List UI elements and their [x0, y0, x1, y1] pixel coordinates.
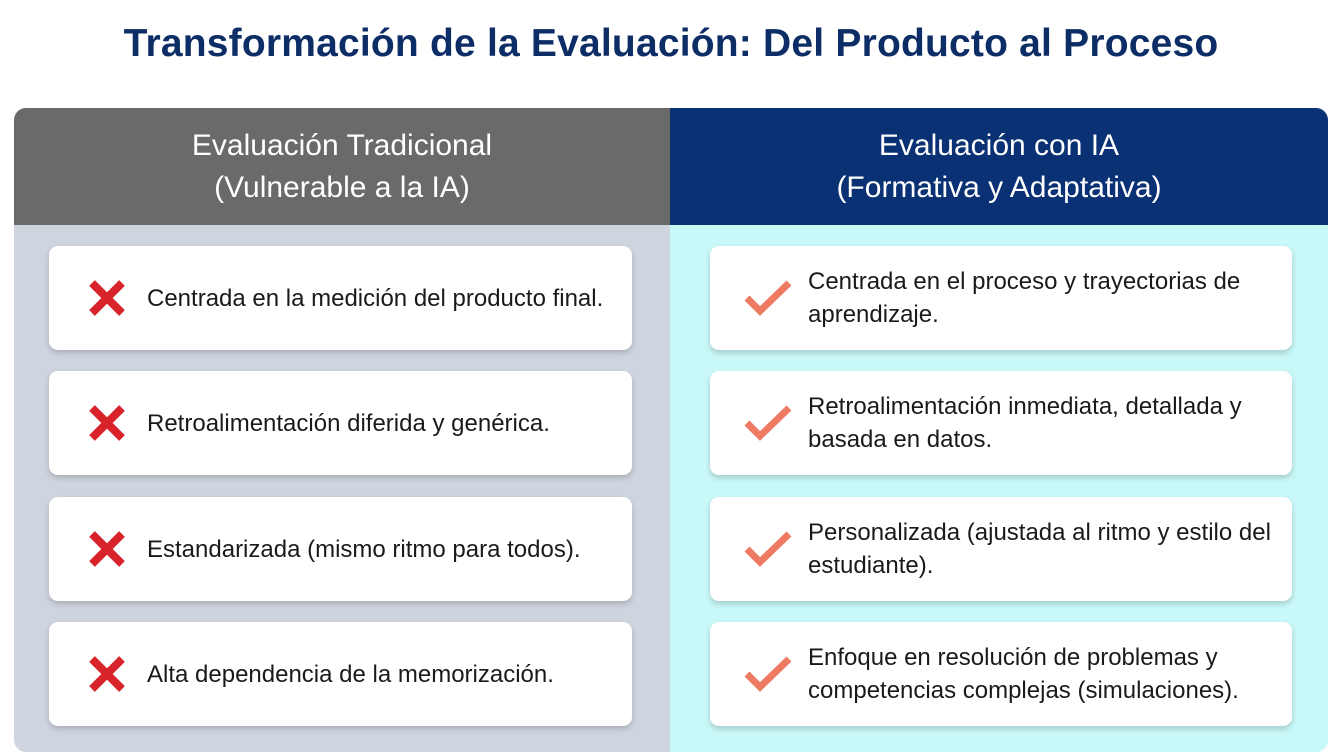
cross-icon: [77, 653, 137, 695]
item-text: Estandarizada (mismo ritmo para todos).: [147, 535, 581, 563]
item-text: Personalizada (ajustada al ritmo y estil…: [808, 519, 1271, 579]
traditional-header: Evaluación Tradicional (Vulnerable a la …: [14, 108, 670, 225]
traditional-item-card: Retroalimentación diferida y genérica.: [49, 371, 632, 475]
traditional-item-card: Estandarizada (mismo ritmo para todos).: [49, 497, 632, 601]
item-text: Alta dependencia de la memorización.: [147, 660, 554, 688]
ai-heading-line1: Evaluación con IA: [878, 128, 1120, 162]
cross-icon: [77, 402, 137, 444]
traditional-column: Evaluación Tradicional (Vulnerable a la …: [14, 108, 670, 752]
cross-icon: [77, 528, 137, 570]
ai-item-card: Centrada en el proceso y trayectorias de…: [710, 246, 1292, 350]
item-text: Retroalimentación inmediata, detallada y…: [808, 393, 1242, 453]
page-title: Transformación de la Evaluación: Del Pro…: [123, 22, 1219, 65]
comparison-table: Evaluación Tradicional (Vulnerable a la …: [14, 108, 1328, 752]
item-text: Enfoque en resolución de problemas y com…: [808, 644, 1239, 704]
check-icon: [738, 529, 798, 569]
item-text: Centrada en el proceso y trayectorias de…: [808, 268, 1241, 328]
check-icon: [738, 278, 798, 318]
traditional-heading-line1: Evaluación Tradicional: [191, 128, 493, 162]
traditional-heading-line2: (Vulnerable a la IA): [214, 170, 470, 204]
cross-icon: [77, 277, 137, 319]
check-icon: [738, 654, 798, 694]
ai-header: Evaluación con IA (Formativa y Adaptativ…: [670, 108, 1328, 225]
ai-column: Evaluación con IA (Formativa y Adaptativ…: [670, 108, 1328, 752]
item-text: Centrada en la medición del producto fin…: [147, 284, 604, 312]
item-text: Retroalimentación diferida y genérica.: [147, 409, 550, 437]
traditional-item-card: Alta dependencia de la memorización.: [49, 622, 632, 726]
ai-item-card: Enfoque en resolución de problemas y com…: [710, 622, 1292, 726]
check-icon: [738, 403, 798, 443]
ai-item-card: Personalizada (ajustada al ritmo y estil…: [710, 497, 1292, 601]
traditional-item-card: Centrada en la medición del producto fin…: [49, 246, 632, 350]
ai-item-card: Retroalimentación inmediata, detallada y…: [710, 371, 1292, 475]
ai-heading-line2: (Formativa y Adaptativa): [836, 170, 1162, 204]
